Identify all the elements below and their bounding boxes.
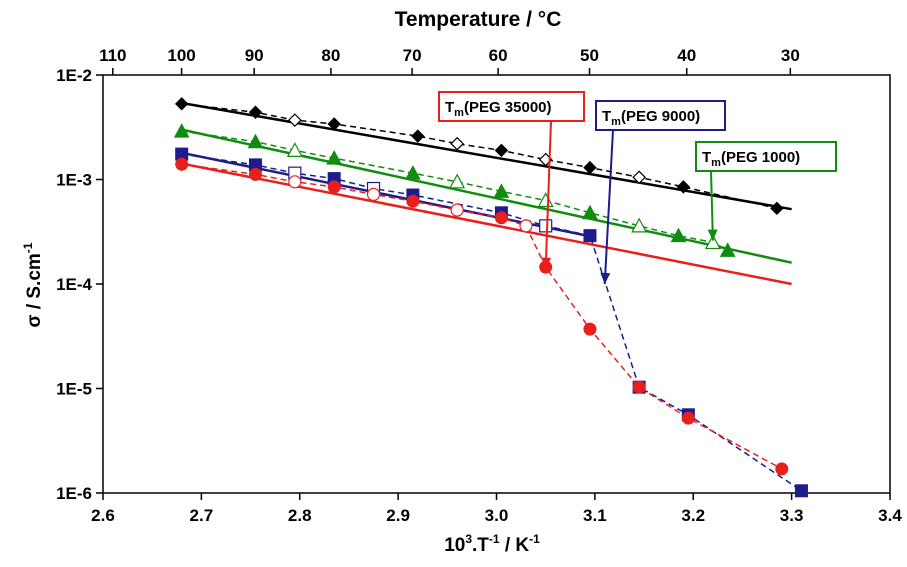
- annotation: Tm(PEG 1000): [695, 141, 837, 241]
- x-tick-label: 3.1: [583, 506, 607, 525]
- y-tick-label: 1E-2: [56, 66, 92, 85]
- x-tick-label: 3.0: [485, 506, 509, 525]
- data-point: [537, 192, 554, 208]
- data-point: [583, 322, 597, 336]
- data-point: [632, 170, 646, 185]
- top-axis-title: Temperature / °C: [395, 8, 562, 31]
- series-dashed-line: [181, 153, 802, 492]
- annotation: Tm(PEG 9000): [595, 100, 726, 285]
- data-point: [670, 227, 687, 243]
- data-point: [248, 105, 263, 119]
- x-tick-label: 2.7: [190, 506, 214, 525]
- series-fit-line: [181, 101, 792, 211]
- y-tick-label: 1E-5: [56, 380, 92, 399]
- data-point: [286, 142, 303, 157]
- data-point: [287, 113, 302, 127]
- data-point: [174, 97, 189, 111]
- annotation-label: Tm(PEG 35000): [445, 99, 552, 119]
- data-point: [583, 229, 597, 243]
- series-fit-line: [181, 151, 596, 239]
- data-point: [175, 157, 189, 171]
- data-point: [288, 175, 302, 189]
- data-point: [631, 217, 648, 233]
- data-point: [450, 203, 464, 217]
- data-point: [411, 129, 425, 143]
- data-point: [583, 160, 597, 175]
- series-group: [175, 157, 792, 476]
- annotation-arrow: [544, 120, 552, 269]
- data-point: [775, 462, 789, 476]
- x-tick-label: 2.9: [386, 506, 410, 525]
- x-axis-title: 103.T-1 / K-1: [444, 532, 540, 556]
- x-tick-label: 2.6: [91, 506, 115, 525]
- data-point: [539, 219, 553, 233]
- data-point: [326, 150, 343, 165]
- series-dashed-line: [181, 103, 778, 210]
- annotation-arrowhead: [707, 229, 718, 241]
- x-tick-label: 2.8: [288, 506, 312, 525]
- top-tick-label: 110: [99, 46, 126, 65]
- data-point: [327, 117, 341, 131]
- data-point: [247, 133, 264, 149]
- annotation-box: [595, 100, 726, 131]
- data-point: [519, 219, 533, 233]
- data-point: [493, 183, 510, 198]
- data-point: [405, 165, 421, 180]
- annotation-arrow: [603, 129, 614, 285]
- x-tick-label: 3.3: [780, 506, 804, 525]
- annotation-label: Tm(PEG 1000): [702, 149, 800, 169]
- data-point: [681, 411, 695, 425]
- annotation-arrow: [710, 170, 714, 241]
- annotation-box: [438, 91, 585, 122]
- top-tick-label: 90: [245, 46, 264, 65]
- y-axis-title: σ / S.cm-1: [21, 242, 45, 327]
- series-fit-line: [181, 128, 792, 264]
- data-point: [719, 242, 736, 257]
- top-tick-label: 80: [321, 46, 340, 65]
- data-point: [494, 211, 508, 225]
- y-tick-label: 1E-6: [56, 484, 92, 503]
- top-tick-label: 60: [489, 46, 508, 65]
- annotation-arrowhead: [541, 257, 552, 269]
- annotation-arrowhead: [600, 272, 611, 284]
- data-point: [704, 234, 721, 250]
- x-tick-label: 3.2: [681, 506, 705, 525]
- data-point: [173, 123, 190, 138]
- data-point: [450, 136, 464, 151]
- data-point: [366, 187, 381, 202]
- top-tick-label: 40: [677, 46, 696, 65]
- data-point: [582, 204, 598, 220]
- data-point: [676, 180, 691, 194]
- y-tick-label: 1E-3: [56, 171, 92, 190]
- data-point: [406, 194, 420, 208]
- data-point: [770, 201, 784, 216]
- data-point: [248, 167, 262, 181]
- data-point: [794, 484, 808, 498]
- top-tick-label: 100: [167, 46, 195, 65]
- series-group: [174, 97, 792, 216]
- series-fit-line: [181, 162, 792, 286]
- data-point: [494, 143, 509, 158]
- annotation-label: Tm(PEG 9000): [602, 108, 700, 128]
- top-tick-label: 70: [403, 46, 422, 65]
- data-point: [449, 173, 466, 189]
- data-point: [632, 380, 646, 394]
- x-tick-label: 3.4: [878, 506, 902, 525]
- top-tick-label: 50: [580, 46, 599, 65]
- y-tick-label: 1E-4: [56, 275, 92, 294]
- series-group: [173, 123, 792, 264]
- annotation-box: [695, 141, 837, 172]
- annotation: Tm(PEG 35000): [438, 91, 585, 269]
- top-tick-label: 30: [781, 46, 800, 65]
- data-point: [327, 180, 341, 194]
